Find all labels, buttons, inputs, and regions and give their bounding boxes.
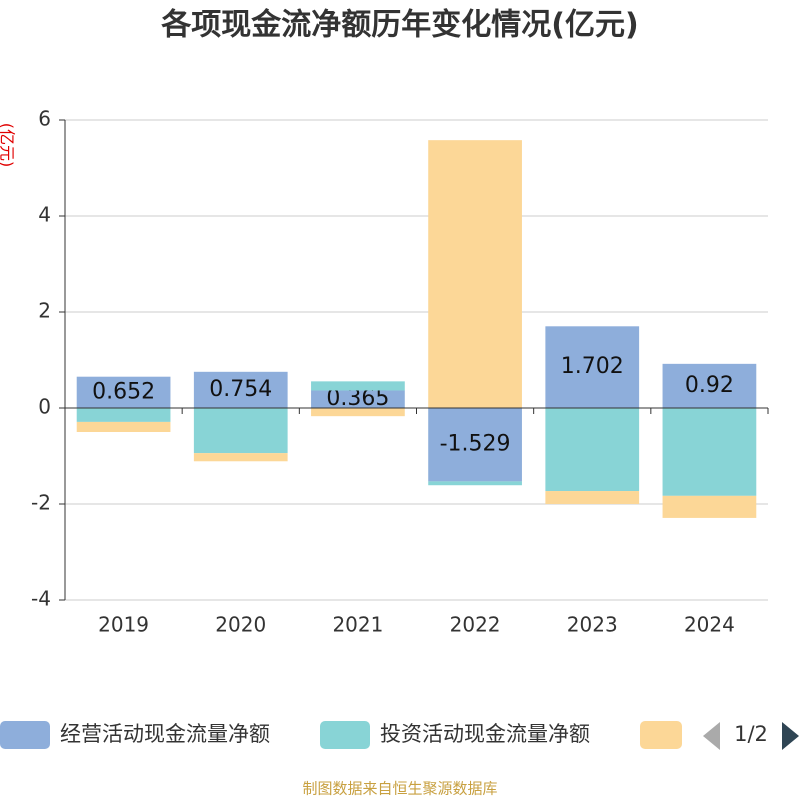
bar: [545, 408, 640, 492]
x-tick-label: 2021: [332, 613, 383, 637]
bar: [311, 408, 405, 417]
legend-label: 经营活动现金流量净额: [60, 722, 270, 746]
bar: [193, 371, 288, 408]
data-label: -1.529: [440, 432, 511, 457]
bar: [428, 481, 522, 486]
bar: [662, 408, 757, 496]
y-axis-label: (亿元): [0, 123, 17, 168]
bar: [76, 408, 171, 422]
bar: [193, 453, 288, 462]
x-tick-label: 2020: [215, 613, 266, 637]
bar: [545, 491, 640, 504]
legend-swatch: [640, 721, 682, 749]
bar: [311, 390, 405, 408]
y-tick-label: -4: [31, 587, 51, 611]
legend-next[interactable]: [782, 722, 799, 750]
bar: [428, 140, 522, 408]
bar: [311, 381, 405, 391]
data-label: 0.754: [209, 377, 272, 402]
chart-title: 各项现金流净额历年变化情况(亿元): [160, 8, 638, 43]
bar: [545, 326, 640, 408]
bar: [76, 376, 171, 408]
legend-label: 投资活动现金流量净额: [380, 722, 590, 746]
y-tick-label: 2: [38, 299, 51, 323]
legend-prev[interactable]: [703, 722, 720, 750]
legend-swatch: [0, 721, 50, 749]
bar: [193, 408, 288, 454]
y-tick-label: -2: [31, 491, 51, 515]
y-tick-label: 4: [38, 203, 51, 227]
legend-page: 1/2: [734, 722, 768, 746]
x-tick-label: 2022: [450, 613, 501, 637]
x-tick-label: 2023: [567, 613, 618, 637]
bar: [76, 421, 171, 432]
y-tick-label: 0: [38, 395, 51, 419]
bar: [662, 495, 757, 518]
data-label: 0.92: [685, 373, 734, 398]
bar: [428, 408, 522, 482]
x-tick-label: 2019: [98, 613, 149, 637]
x-tick-label: 2024: [684, 613, 735, 637]
data-label: 0.652: [92, 379, 155, 404]
legend-swatch: [320, 721, 370, 749]
bar: [662, 363, 757, 408]
source-note: 制图数据来自恒生聚源数据库: [302, 780, 497, 798]
data-label: 1.702: [561, 354, 624, 379]
y-tick-label: 6: [38, 107, 51, 131]
